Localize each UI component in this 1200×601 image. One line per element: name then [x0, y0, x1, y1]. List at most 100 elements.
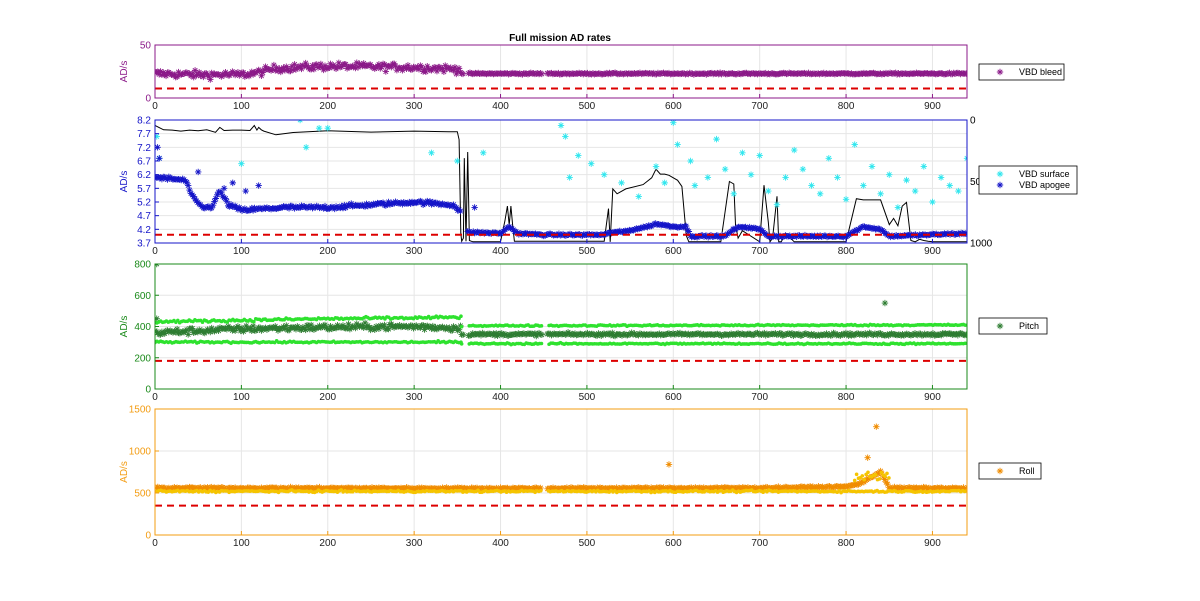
x-tick-label: 200 — [319, 538, 336, 549]
data-point — [194, 328, 202, 336]
data-point — [352, 324, 359, 332]
data-point — [230, 325, 237, 332]
data-point — [593, 332, 601, 339]
data-point — [671, 484, 678, 492]
data-point — [850, 331, 858, 339]
data-point — [801, 69, 808, 77]
x-tick-label: 100 — [233, 392, 250, 403]
data-point — [424, 63, 431, 70]
data-point — [609, 329, 616, 336]
data-point — [632, 70, 640, 78]
y-tick-label: 7.7 — [137, 129, 151, 140]
data-point — [454, 327, 461, 334]
data-point — [223, 326, 231, 333]
data-point — [843, 233, 850, 240]
x-tick-label: 800 — [838, 392, 855, 403]
data-point — [864, 454, 871, 461]
data-point — [879, 470, 884, 475]
data-point — [480, 149, 487, 156]
data-point — [446, 324, 453, 331]
data-point — [682, 485, 689, 493]
data-point — [173, 325, 181, 333]
data-point — [515, 330, 522, 337]
y-axis-label: AD/s — [119, 461, 130, 483]
data-point — [256, 67, 264, 74]
data-point — [687, 157, 694, 165]
data-point — [834, 174, 841, 181]
data-point — [778, 233, 785, 241]
data-point — [747, 70, 754, 78]
data-point — [527, 485, 535, 493]
data-point — [327, 60, 334, 68]
y-tick-label: 1500 — [129, 405, 152, 416]
data-point — [269, 66, 276, 73]
subplot-2: 0 100 200 300 400 500 600 700 800 900 3.7 4.2 4.7 5.2… — [119, 116, 1078, 257]
data-point — [791, 146, 798, 154]
data-point — [907, 332, 915, 339]
data-point — [238, 160, 245, 167]
data-point — [613, 70, 620, 77]
data-point — [172, 329, 179, 336]
data-point — [440, 485, 448, 492]
data-point — [399, 201, 406, 208]
data-point — [432, 64, 439, 71]
y-tick-label: 4.2 — [137, 225, 151, 236]
data-point — [389, 200, 396, 207]
data-point — [390, 60, 398, 67]
legend-marker — [996, 170, 1004, 178]
data-point — [164, 176, 171, 183]
data-point — [866, 329, 873, 337]
legend-box — [978, 317, 1048, 335]
data-point — [218, 189, 225, 197]
data-point — [165, 484, 173, 492]
data-point — [829, 484, 836, 492]
data-point — [621, 484, 629, 492]
data-point — [404, 324, 412, 331]
x-tick-label: 0 — [152, 392, 158, 403]
data-point — [273, 64, 280, 72]
data-point — [873, 472, 878, 477]
data-point — [388, 63, 395, 71]
data-point — [864, 70, 872, 78]
data-point — [270, 61, 278, 69]
x-tick-label: 400 — [492, 246, 509, 257]
data-point — [894, 204, 902, 211]
data-point — [846, 329, 854, 337]
data-point — [234, 323, 242, 330]
data-point — [255, 182, 262, 189]
data-point — [415, 323, 423, 331]
x-tick-label: 700 — [751, 101, 768, 112]
plot-area — [155, 264, 967, 362]
legend-marker — [996, 322, 1004, 330]
plot-area — [155, 423, 967, 507]
x-tick-label: 600 — [665, 392, 682, 403]
data-point — [381, 201, 388, 209]
data-point — [190, 74, 197, 81]
data-point — [157, 331, 164, 338]
data-point — [338, 63, 345, 70]
data-point — [459, 324, 464, 329]
legend-marker — [996, 181, 1004, 189]
data-point — [596, 484, 604, 491]
data-point — [272, 323, 279, 330]
data-point — [920, 163, 928, 170]
data-point — [633, 331, 641, 338]
data-point — [720, 233, 727, 240]
y-tick-label: 500 — [134, 489, 151, 500]
data-point — [600, 485, 608, 493]
data-point — [761, 329, 768, 337]
data-point — [291, 485, 298, 492]
series-roll — [155, 423, 967, 493]
data-point — [212, 195, 220, 202]
data-point — [600, 171, 608, 178]
axes-box — [154, 119, 968, 244]
x-tick-label: 500 — [579, 538, 596, 549]
data-point — [439, 65, 446, 72]
data-point — [408, 322, 416, 329]
x-tick-label: 600 — [665, 101, 682, 112]
data-point — [538, 331, 546, 339]
data-point — [201, 329, 208, 337]
data-point — [700, 330, 707, 338]
data-point — [422, 484, 430, 492]
data-point — [608, 229, 615, 237]
